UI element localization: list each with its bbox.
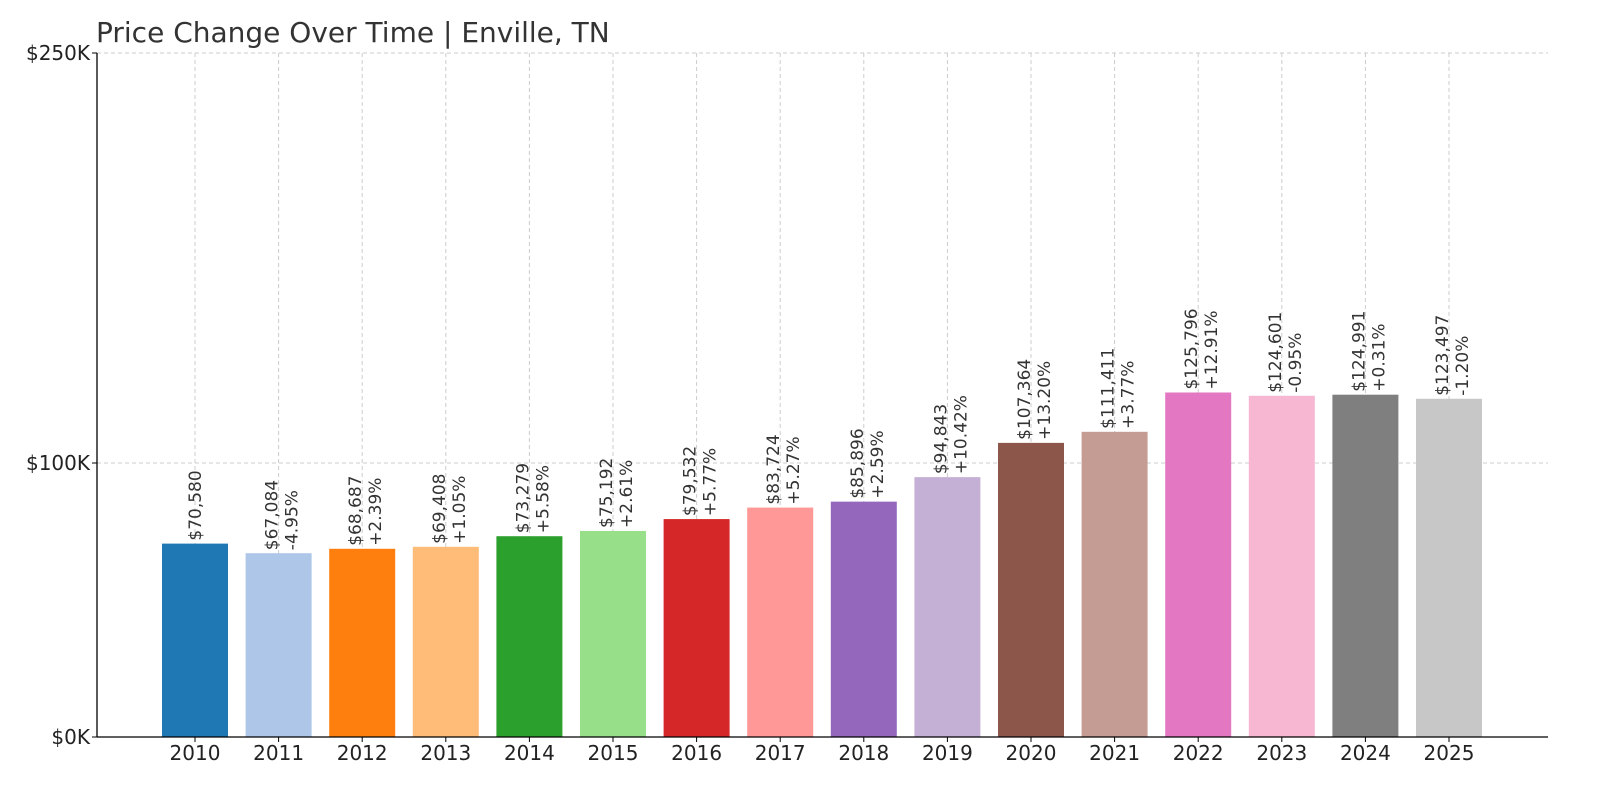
bar-2020: [998, 442, 1064, 737]
bar-2017: [747, 507, 814, 737]
bar-change-label: +0.31%: [1369, 323, 1389, 391]
x-tick-label: 2014: [504, 741, 555, 765]
bar-change-label: -4.95%: [283, 490, 303, 550]
x-tick-label: 2023: [1256, 741, 1307, 765]
bar-value-label: $69,408: [430, 474, 450, 544]
bar-2019: [914, 477, 981, 737]
bar-2016: [663, 519, 730, 737]
bar-change-label: +13.20%: [1035, 361, 1055, 440]
bar-value-label: $79,532: [681, 446, 701, 516]
x-tick-label: 2013: [420, 741, 471, 765]
bar-change-label: +1.05%: [450, 476, 470, 544]
bar-2018: [830, 501, 897, 737]
bar-value-label: $124,601: [1266, 312, 1286, 393]
bar-value-label: $70,580: [186, 470, 206, 540]
bar-value-label: $68,687: [346, 475, 366, 545]
axes-layer: [96, 53, 1548, 738]
grid-layer: [97, 52, 1548, 737]
bar-value-label: $123,497: [1433, 315, 1453, 396]
x-tick-label: 2010: [170, 741, 221, 765]
bar-2025: [1416, 398, 1482, 737]
bar-change-label: +5.58%: [533, 465, 553, 533]
bar-labels-layer: $70,580 $67,084 -4.95% $68,687 +2.39% $69,408…: [186, 308, 1473, 550]
x-tick-label: 2025: [1424, 741, 1475, 765]
ticks-layer: 2010 2011 2012 2013 2014 2015 2016 2017 2018 2019…: [26, 41, 1474, 765]
bar-value-label: $75,192: [597, 458, 617, 528]
bar-value-label: $67,084: [263, 480, 283, 550]
x-tick-label: 2022: [1173, 741, 1224, 765]
bar-change-label: +2.59%: [868, 430, 888, 498]
y-tick-label: $100K: [26, 451, 91, 475]
x-tick-label: 2011: [253, 741, 304, 765]
bar-value-label: $73,279: [513, 463, 533, 533]
bar-change-label: +3.77%: [1119, 361, 1139, 429]
x-tick-label: 2019: [922, 741, 973, 765]
bar-value-label: $83,724: [764, 434, 784, 504]
bar-change-label: +10.42%: [951, 395, 971, 474]
bar-2013: [412, 546, 479, 737]
x-tick-label: 2012: [337, 741, 388, 765]
bar-value-label: $111,411: [1099, 348, 1119, 429]
y-tick-label: $250K: [26, 41, 91, 65]
bar-change-label: -0.95%: [1286, 333, 1306, 393]
bar-2011: [245, 553, 312, 737]
y-tick-label: $0K: [51, 725, 90, 749]
x-tick-label: 2017: [755, 741, 806, 765]
bar-2014: [496, 536, 563, 737]
x-tick-label: 2020: [1006, 741, 1057, 765]
bar-change-label: -1.20%: [1453, 336, 1473, 396]
bar-value-label: $124,991: [1349, 311, 1369, 392]
x-tick-label: 2015: [588, 741, 639, 765]
bar-2015: [580, 530, 646, 737]
bar-value-label: $107,364: [1015, 359, 1035, 440]
x-tick-label: 2024: [1340, 741, 1391, 765]
bar-2022: [1165, 392, 1232, 737]
bar-change-label: +5.77%: [701, 448, 721, 516]
chart-title: Price Change Over Time | Enville, TN: [96, 16, 610, 49]
bar-change-label: +5.27%: [784, 436, 804, 504]
x-tick-label: 2018: [838, 741, 889, 765]
x-tick-label: 2016: [671, 741, 722, 765]
bar-2023: [1248, 395, 1315, 737]
bar-value-label: $85,896: [848, 428, 868, 498]
bar-2024: [1332, 394, 1399, 737]
bar-2012: [329, 548, 396, 737]
x-tick-label: 2021: [1089, 741, 1140, 765]
bar-value-label: $94,843: [931, 404, 951, 474]
bar-2010: [162, 543, 228, 737]
bar-change-label: +2.39%: [366, 478, 386, 546]
bars-layer: [162, 392, 1482, 737]
bar-change-label: +12.91%: [1202, 310, 1222, 389]
bar-value-label: $125,796: [1182, 308, 1202, 389]
bar-2021: [1081, 431, 1148, 737]
bar-change-label: +2.61%: [617, 460, 637, 528]
